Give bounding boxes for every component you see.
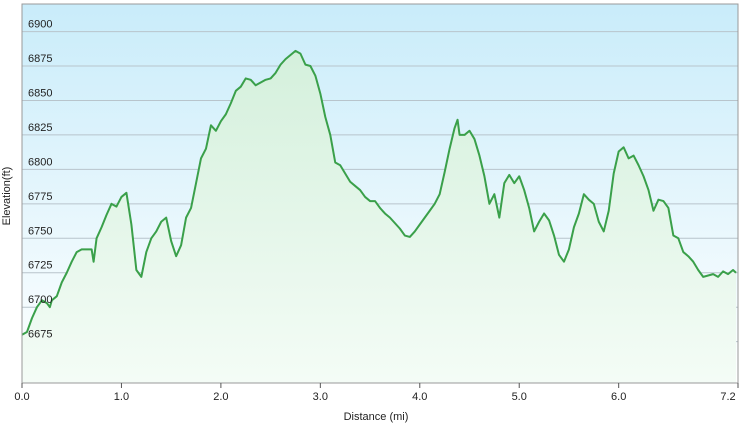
- ticks: 6675 6700 6725 6750 6775 6800 6825 6850 6875 6900…: [14, 19, 739, 403]
- y-tick-label: 6750: [28, 225, 52, 237]
- x-tick-label: 5.0: [512, 391, 527, 403]
- y-tick-label: 6850: [28, 87, 52, 99]
- x-tick-label: 4.0: [412, 391, 427, 403]
- x-tick-label: 3.0: [313, 391, 328, 403]
- x-tick-label: 6.0: [611, 391, 626, 403]
- y-tick-label: 6775: [28, 191, 52, 203]
- y-tick-label: 6825: [28, 122, 52, 134]
- plot: [21, 49, 737, 384]
- line: [21, 49, 737, 336]
- y-tick-label: 6700: [28, 294, 52, 306]
- y-tick-label: 6900: [28, 19, 52, 31]
- plot-frame: [21, 3, 739, 384]
- y-axis-label: Elevation(ft): [1, 167, 13, 226]
- x-tick-label: 2.0: [213, 391, 228, 403]
- x-tick-label: 1.0: [114, 391, 129, 403]
- y-tick-label: 6725: [28, 260, 52, 272]
- x-tick-label: 0.0: [14, 391, 29, 403]
- x-tick-label: 7.2: [720, 391, 735, 403]
- y-tick-label: 6675: [28, 329, 52, 341]
- area: [22, 50, 737, 384]
- y-tick-label: 6875: [28, 53, 52, 65]
- x-axis-label: Distance (mi): [344, 411, 409, 423]
- y-tick-label: 6800: [28, 156, 52, 168]
